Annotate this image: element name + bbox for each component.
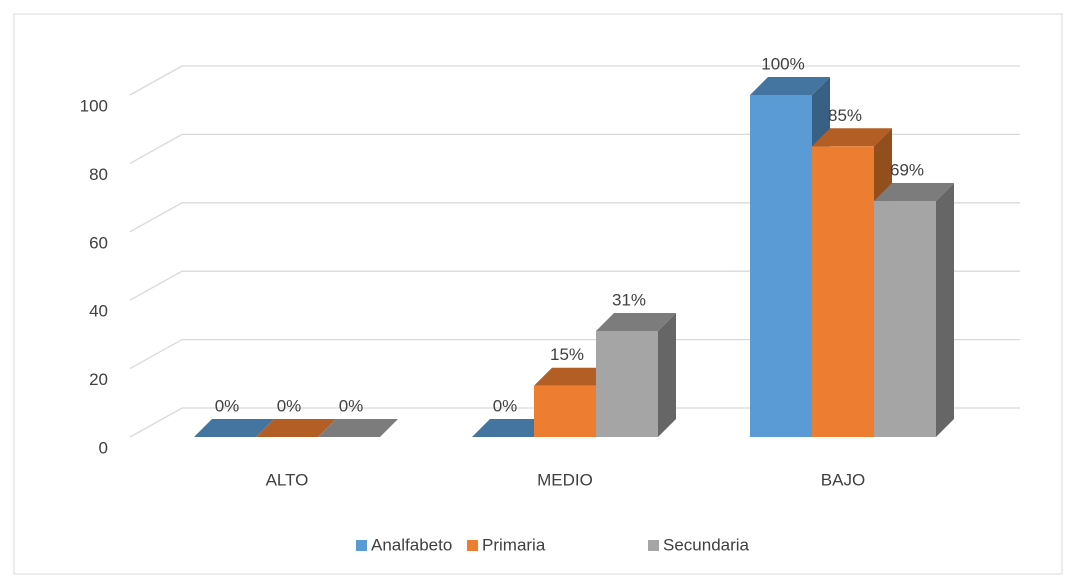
bar-top	[256, 419, 336, 437]
grid-line	[129, 202, 1020, 233]
bar	[750, 95, 812, 437]
grid-line	[129, 133, 1020, 164]
bar-top	[472, 419, 552, 437]
value-label: 85%	[828, 106, 862, 125]
bar-top	[194, 419, 274, 437]
y-tick-label: 80	[89, 165, 108, 184]
y-tick-label: 100	[80, 96, 108, 115]
bar-top	[750, 77, 830, 95]
legend-swatch	[467, 540, 478, 551]
legend-label: Primaria	[482, 535, 546, 554]
x-tick-label: MEDIO	[537, 470, 593, 489]
y-tick-label: 20	[89, 370, 108, 389]
bar	[812, 146, 874, 438]
value-label: 0%	[493, 396, 518, 415]
value-label: 31%	[612, 290, 646, 309]
grid-line	[129, 407, 1020, 438]
bar	[874, 201, 936, 437]
value-label: 0%	[215, 396, 240, 415]
bar-top	[812, 128, 892, 147]
value-label: 0%	[277, 396, 302, 415]
bar-side	[658, 312, 676, 437]
bar-top	[874, 183, 954, 202]
bar-top	[534, 367, 614, 386]
y-tick-label: 0	[99, 438, 108, 457]
value-label: 69%	[890, 161, 924, 180]
bar-top	[318, 419, 398, 437]
legend-swatch	[648, 540, 659, 551]
legend-label: Analfabeto	[371, 535, 452, 554]
bar	[596, 330, 658, 437]
y-tick-label: 60	[89, 233, 108, 252]
x-tick-label: BAJO	[821, 470, 865, 489]
bar-top	[596, 312, 676, 331]
value-label: 0%	[339, 396, 364, 415]
bar	[534, 385, 596, 437]
legend-label: Secundaria	[663, 535, 750, 554]
legend-swatch	[356, 540, 367, 551]
grid-line	[129, 65, 1020, 96]
value-label: 15%	[550, 345, 584, 364]
grid-line	[129, 270, 1020, 301]
x-tick-label: ALTO	[266, 470, 309, 489]
y-tick-label: 40	[89, 302, 108, 321]
grid-line	[129, 338, 1020, 370]
bar-side	[936, 183, 954, 437]
value-label: 100%	[761, 54, 804, 73]
